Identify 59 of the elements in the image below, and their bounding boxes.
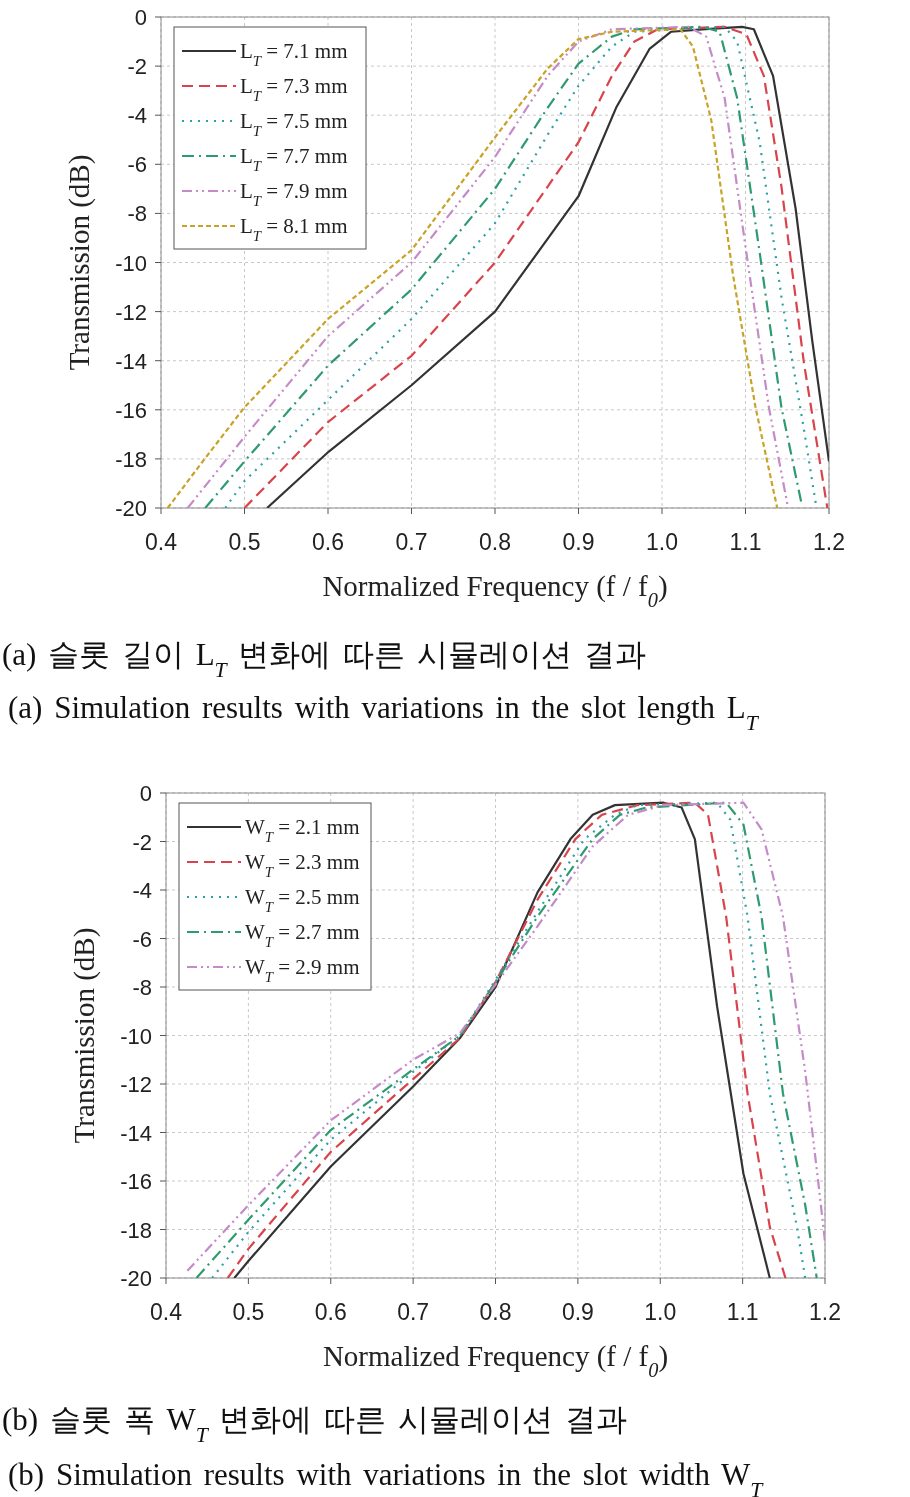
x-axis-title: Normalized Frequency (f / f$_{0}$)	[322, 1340, 669, 1381]
x-axis-title: Normalized Frequency (f / f$_{0}$)	[322, 570, 668, 611]
legend-label: L$_{T}$ = 7.5 mm	[240, 109, 348, 139]
x-tick-label: 0.8	[479, 529, 511, 555]
y-tick-label: -14	[120, 1120, 152, 1146]
y-tick-label: -18	[120, 1217, 152, 1243]
x-tick-label: 0.9	[561, 1299, 594, 1325]
legend-label: W$_{T}$ = 2.7 mm	[245, 920, 360, 950]
y-tick-label: -8	[132, 975, 152, 1000]
legend-label: L$_{T}$ = 7.7 mm	[240, 144, 348, 174]
y-tick-label: -6	[127, 152, 147, 178]
y-tick-label: -2	[132, 829, 152, 855]
y-tick-label: -10	[115, 250, 147, 276]
y-tick-label: -6	[132, 926, 152, 952]
y-tick-label: 0	[139, 781, 152, 806]
y-tick-label: -20	[120, 1266, 152, 1291]
x-tick-label: 1.2	[813, 529, 845, 555]
x-tick-label: 0.9	[562, 529, 595, 555]
legend-label: L$_{T}$ = 7.3 mm	[240, 74, 348, 104]
y-tick-label: -20	[115, 496, 147, 521]
x-tick-label: 0.8	[479, 1299, 512, 1325]
y-tick-label: -14	[115, 348, 147, 374]
x-tick-label: 1.2	[809, 1299, 841, 1325]
x-tick-label: 0.4	[150, 1299, 183, 1325]
y-axis-title: Transmission (dB)	[63, 154, 96, 371]
x-tick-label: 1.0	[646, 529, 678, 555]
y-tick-label: -18	[115, 446, 147, 472]
y-tick-label: -2	[127, 54, 147, 80]
legend-label: W$_{T}$ = 2.5 mm	[245, 885, 360, 915]
y-tick-label: -12	[120, 1072, 152, 1097]
legend-label: W$_{T}$ = 2.3 mm	[245, 850, 360, 880]
y-tick-label: -16	[120, 1169, 152, 1194]
y-tick-label: -4	[127, 103, 147, 129]
legend-label: L$_{T}$ = 7.1 mm	[240, 39, 348, 69]
legend-label: W$_{T}$ = 2.9 mm	[245, 955, 360, 985]
x-tick-label: 0.6	[312, 529, 344, 555]
y-tick-label: -16	[115, 397, 147, 423]
y-tick-label: -8	[127, 201, 147, 227]
y-tick-label: -12	[115, 299, 147, 325]
legend-label: L$_{T}$ = 7.9 mm	[240, 179, 348, 209]
text: (b) 슬롯 폭 W$_{T}$ 변화에 따른 시뮬레이션 결과	[2, 1402, 627, 1447]
text: (b) Simulation results with variations in the slot width W$_{T}$	[8, 1457, 765, 1497]
y-axis-title: Transmission (dB)	[68, 927, 101, 1144]
x-tick-label: 1.1	[726, 1299, 759, 1325]
x-tick-label: 1.1	[729, 529, 762, 555]
x-tick-label: 0.7	[397, 1299, 430, 1325]
x-tick-label: 0.6	[314, 1299, 347, 1325]
y-tick-label: 0	[134, 5, 147, 30]
x-tick-label: 1.0	[644, 1299, 677, 1325]
legend-label: W$_{T}$ = 2.1 mm	[245, 815, 360, 845]
text: (a) 슬롯 길이 L$_{T}$ 변화에 따른 시뮬레이션 결과	[2, 637, 646, 682]
x-tick-label: 0.7	[395, 529, 428, 555]
y-tick-label: -10	[120, 1023, 152, 1049]
y-tick-label: -4	[132, 878, 152, 903]
legend-label: L$_{T}$ = 8.1 mm	[240, 214, 348, 244]
x-tick-label: 0.4	[145, 529, 178, 555]
x-tick-label: 0.5	[228, 529, 261, 555]
x-tick-label: 0.5	[232, 1299, 265, 1325]
text: (a) Simulation results with variations in the slot length L$_{T}$	[8, 690, 760, 735]
